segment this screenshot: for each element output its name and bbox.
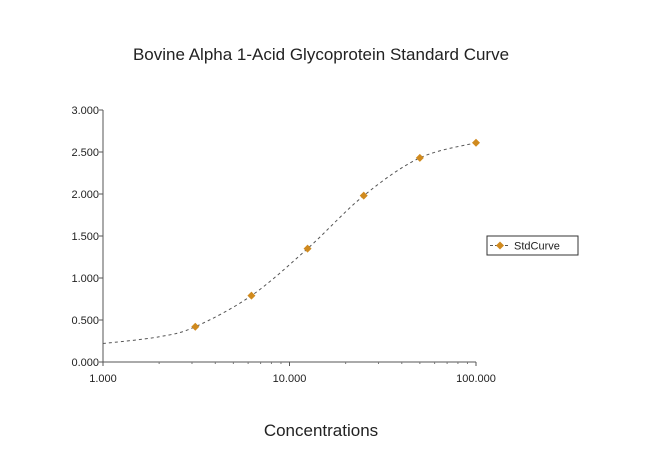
- x-axis-label: Concentrations: [264, 421, 378, 440]
- y-tick-label: 3.000: [71, 105, 99, 117]
- axes: [102, 110, 476, 363]
- data-point-marker: [303, 244, 312, 253]
- x-tick-label: 1.000: [89, 373, 117, 385]
- y-tick-label: 2.500: [71, 147, 99, 159]
- legend-marker: [496, 241, 504, 250]
- legend: StdCurve: [486, 235, 579, 256]
- x-ticks: 1.000 10.000 100.000: [89, 362, 496, 385]
- y-tick-label: 1.500: [71, 231, 99, 243]
- x-tick-label: 10.000: [273, 373, 307, 385]
- data-point-marker: [359, 191, 368, 200]
- data-points: [191, 138, 480, 331]
- chart-title: Bovine Alpha 1-Acid Glycoprotein Standar…: [133, 45, 509, 64]
- data-point-marker: [191, 322, 200, 331]
- y-ticks: 0.000 0.500 1.000 1.500 2.000 2.500 3.000: [71, 105, 103, 369]
- y-tick-label: 0.000: [71, 357, 99, 369]
- y-tick-label: 0.500: [71, 315, 99, 327]
- y-tick-label: 2.000: [71, 189, 99, 201]
- data-point-marker: [415, 153, 424, 162]
- legend-label: StdCurve: [514, 241, 560, 253]
- y-tick-label: 1.000: [71, 273, 99, 285]
- fit-curve-line: [102, 142, 477, 345]
- legend-box: [486, 235, 579, 256]
- data-point-marker: [472, 138, 480, 147]
- data-point-marker: [247, 291, 256, 300]
- x-tick-label: 100.000: [456, 373, 496, 385]
